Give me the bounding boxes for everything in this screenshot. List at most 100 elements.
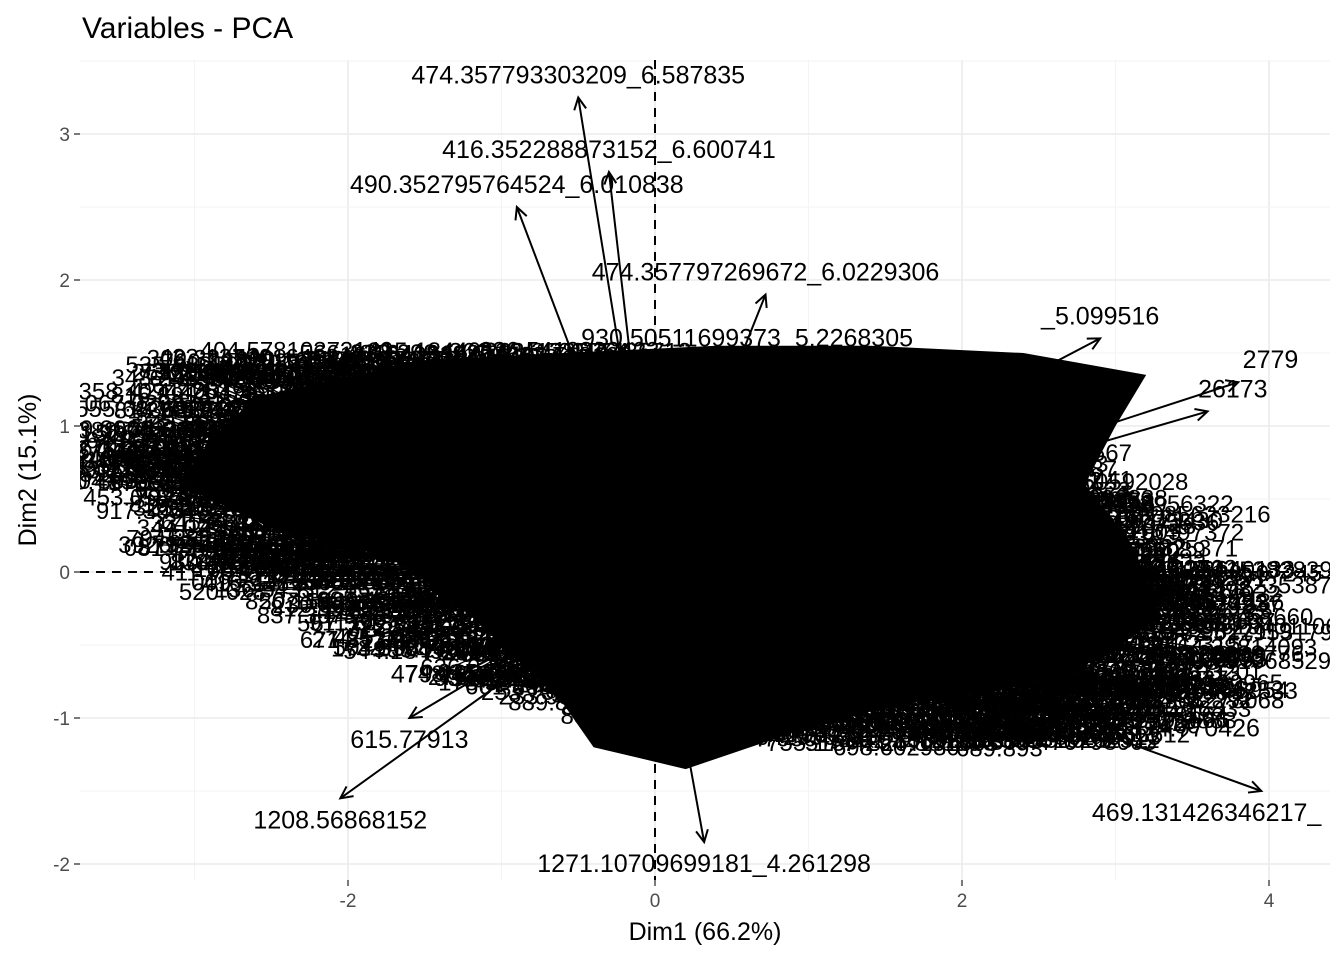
cluster-label: 263.21979: [132, 360, 245, 387]
cluster-label: 000.5173501460: [800, 721, 980, 748]
cluster-label: 344.0259: [137, 515, 237, 542]
variable-label: 479.18865191: [391, 660, 551, 688]
cluster-label: 549.751068529: [1164, 648, 1331, 675]
cluster-label: 157.7135677460: [1020, 713, 1200, 740]
variable-arrow: [654, 408, 1210, 573]
cluster-label: 877.9817119: [1154, 618, 1292, 645]
y-tick-label: -1: [53, 709, 70, 730]
variable-label: 474.357793303209_6.587835: [411, 62, 745, 90]
x-tick-label: 4: [1264, 891, 1275, 912]
cluster-label: 662.7512: [1085, 710, 1185, 737]
x-tick-label: -2: [340, 891, 357, 912]
variable-label: 1208.56868152: [253, 806, 427, 834]
cluster-label: 088.21612: [975, 721, 1088, 748]
cluster-label: 919.099019262512: [953, 727, 1160, 754]
variable-arrow: [437, 571, 656, 614]
cluster-label: 134.8686663612: [1010, 721, 1190, 748]
cluster-label: 694.05069179: [989, 721, 1143, 748]
variable-label: 26173: [1198, 375, 1268, 403]
cluster-label: 748.4184569: [405, 661, 545, 688]
cluster-label: 850.157: [245, 588, 332, 615]
cluster-label: 584.44138507245: [1129, 561, 1323, 588]
cluster-label: 451.9829143022: [52, 421, 232, 448]
variable-arrow: [654, 571, 1210, 644]
variable-arrow: [654, 337, 1103, 573]
variable-label: 615.77913: [350, 726, 468, 754]
variable-label: 930.50511699373_5.2268305: [581, 324, 913, 352]
cluster-label: 156.244114: [1068, 663, 1193, 690]
arrow-cluster: 275.37756760.649815993.38312429255.41995…: [50, 337, 1344, 770]
variable-label: 474.357797269672_6.0229306: [592, 259, 940, 287]
cluster-label: 535.8108999: [125, 352, 265, 379]
x-axis-label: Dim1 (66.2%): [629, 918, 782, 946]
variable-arrow: [573, 95, 656, 573]
cluster-label: 207.198973153: [258, 588, 425, 615]
variable-label: 385.60: [402, 617, 478, 645]
cluster-label: 600.1514922: [1141, 581, 1281, 608]
cluster-label: 084.39676: [1083, 709, 1196, 736]
cluster-label: 325.042: [133, 495, 220, 522]
cluster-label: 582.031230430802: [908, 719, 1115, 746]
chart-title: Variables - PCA: [82, 12, 293, 45]
variable-arrow: [338, 571, 656, 800]
cluster-label: 513.42944161663: [805, 730, 999, 757]
cluster-label: 838.3060: [982, 713, 1082, 740]
variable-arrow: [654, 571, 709, 845]
variable-arrow: [654, 379, 1241, 573]
cluster-label: 410.926: [203, 571, 290, 598]
variable-arrow: [484, 571, 656, 634]
cluster-label: 689.893: [956, 736, 1043, 763]
variable-arrow: [407, 380, 656, 573]
cluster-label: 423.137901646842: [159, 345, 366, 372]
cluster-label: 819.116: [129, 491, 214, 518]
variable-labels: 474.357793303209_6.587835 416.35228887315…: [253, 62, 1322, 879]
cluster-label: 520.628: [179, 579, 266, 606]
cluster-label: 140.8968084590: [209, 351, 389, 378]
cluster-label: 331.5581: [151, 510, 251, 537]
cluster-label: 778.25713: [1127, 660, 1240, 687]
cluster-label: 639.757: [1182, 601, 1269, 628]
variable-arrow: [654, 292, 768, 573]
cluster-label: 320.557808069: [1100, 643, 1267, 670]
variable-arrow: [654, 571, 1264, 794]
cluster-label: 092.6401772883: [1057, 707, 1237, 734]
cluster-label: 698.602930: [833, 735, 960, 762]
cluster-label: 276.099: [428, 664, 515, 691]
variable-label: 451.68: [264, 517, 340, 545]
variable-label: 201.148: [441, 638, 531, 666]
cluster-label: 426.7269800: [1124, 644, 1264, 671]
variable-arrow: [654, 358, 749, 573]
y-tick-label: 0: [59, 563, 70, 584]
y-axis-label: Dim2 (15.1%): [14, 394, 42, 547]
variable-arrow: [299, 546, 656, 573]
cluster-label: 567.5337811: [297, 611, 435, 638]
variable-arrows: [299, 95, 1264, 845]
cluster-label: 721.86870858065: [918, 727, 1112, 754]
y-tick-label: 3: [59, 125, 70, 146]
cluster-label: 843.808: [136, 411, 223, 438]
axis-ticks: -2 0 2 4 -2 -1 0 1 2 3: [53, 125, 1275, 912]
variable-label: 2779: [1243, 346, 1299, 374]
cluster-label: 003.487703201: [1096, 659, 1263, 686]
cluster-label: 299.254153828396: [1139, 557, 1344, 584]
cluster-label: 300.324310: [147, 345, 274, 372]
cluster-label: 386.043968448: [50, 438, 217, 465]
y-tick-label: 2: [59, 271, 70, 292]
variable-arrow: [603, 169, 656, 573]
cluster-label: 917.3954028: [96, 498, 236, 525]
cluster-label: 425.043: [334, 624, 421, 651]
variable-label: _3655: [1197, 646, 1268, 674]
cluster-label: 298.77251080337: [1035, 666, 1229, 693]
x-tick-label: 0: [650, 891, 661, 912]
y-tick-label: -2: [53, 855, 70, 876]
cluster-label: 404.57810373149: [200, 338, 394, 365]
variable-label: _4.770426: [1141, 714, 1260, 742]
variable-arrow: [654, 571, 1203, 711]
cluster-label: 446.43654369: [1072, 673, 1226, 700]
variable-arrow: [468, 571, 656, 655]
cluster-label: 392.5229531793: [1166, 619, 1344, 646]
variable-label: 490.352795764524_6.010838: [350, 171, 684, 199]
variable-arrow: [407, 571, 656, 720]
variable-label: _5.099516: [1040, 302, 1159, 330]
